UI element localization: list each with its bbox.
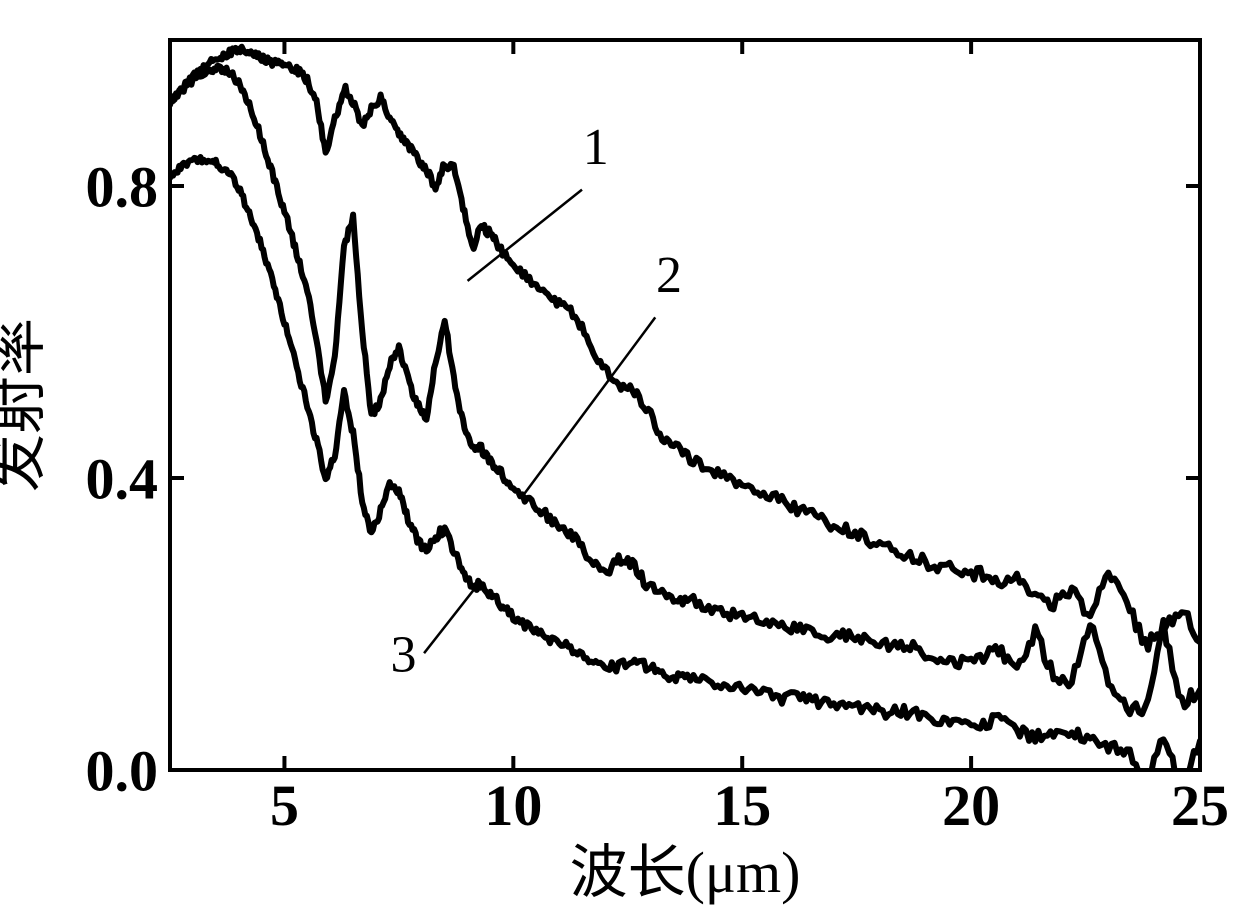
- x-axis-title: 波长(μm): [570, 840, 801, 905]
- x-tick-label: 15: [713, 773, 771, 838]
- annotation-label-label1: 1: [583, 119, 609, 176]
- x-tick-label: 25: [1171, 773, 1229, 838]
- x-tick-label: 5: [270, 773, 299, 838]
- y-tick-label: 0.0: [86, 738, 159, 803]
- y-axis-title: 发射率: [0, 318, 51, 492]
- emissivity-chart: 5 10 15 20 25 0.0 0.4 0.8 波长(μm) 发射率 1 2 3: [0, 0, 1240, 910]
- y-tick-label: 0.8: [86, 154, 159, 219]
- x-tick-label: 20: [942, 773, 1000, 838]
- chart-svg: 5 10 15 20 25 0.0 0.4 0.8 波长(μm) 发射率 1 2 3: [0, 0, 1240, 910]
- chart-background: [0, 0, 1240, 910]
- annotation-label-label2: 2: [656, 247, 682, 304]
- x-tick-label: 10: [484, 773, 542, 838]
- annotation-label-label3: 3: [390, 626, 416, 683]
- y-tick-label: 0.4: [86, 446, 159, 511]
